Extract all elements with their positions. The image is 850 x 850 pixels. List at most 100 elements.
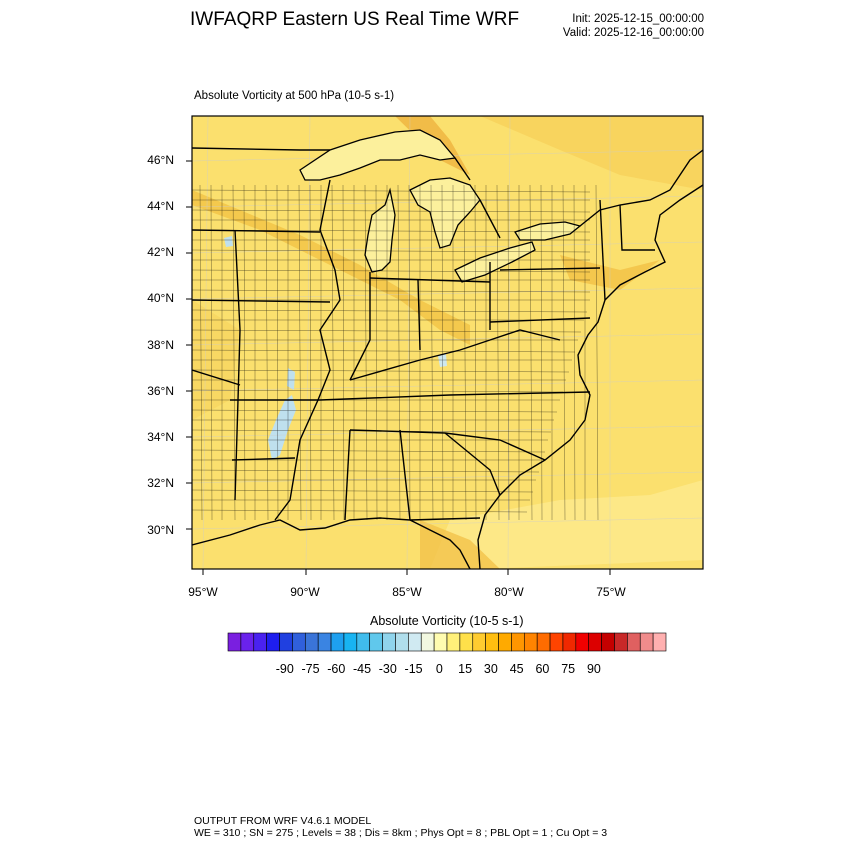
colorbar-swatch <box>511 632 525 652</box>
state-line <box>417 279 421 351</box>
colorbar-label: 0 <box>435 662 443 676</box>
colorbar-label: 45 <box>509 662 524 676</box>
negative-vorticity-patch <box>287 368 295 390</box>
lon-label: 90°W <box>290 585 320 599</box>
state-boundaries <box>192 147 703 569</box>
state-line <box>499 267 601 271</box>
lon-label: 80°W <box>494 585 524 599</box>
vorticity-patch-atlantic <box>430 480 703 569</box>
county-boundaries <box>192 184 599 521</box>
state-line <box>192 369 241 386</box>
vorticity-patch-florida <box>420 520 500 569</box>
state-line <box>234 229 241 501</box>
county-line <box>529 184 533 521</box>
county-line <box>232 184 236 521</box>
colorbar-swatch <box>317 632 332 652</box>
colorbar-label: 60 <box>535 662 550 676</box>
colorbar-swatch <box>433 632 448 652</box>
great-lakes <box>299 129 582 283</box>
county-line <box>463 184 467 521</box>
county-line <box>375 184 378 521</box>
county-line <box>408 184 411 521</box>
colorbar <box>227 632 667 652</box>
county-line <box>331 184 335 521</box>
lat-label: 42°N <box>147 245 174 259</box>
colorbar-swatch <box>420 632 435 652</box>
colorbar-swatch <box>575 632 590 652</box>
colorbar-swatch <box>627 632 641 652</box>
county-line <box>441 184 444 521</box>
colorbar-label: -60 <box>327 662 346 676</box>
state-line <box>599 199 606 301</box>
lon-label: 85°W <box>392 585 422 599</box>
lat-label: 32°N <box>147 476 174 490</box>
county-line <box>474 184 477 521</box>
atlantic-coastline <box>477 184 703 569</box>
lat-label: 34°N <box>147 430 174 444</box>
lake-huron <box>409 177 481 249</box>
county-line <box>192 449 546 453</box>
state-line <box>409 517 481 521</box>
field-title: Absolute Vorticity at 500 hPa (10-5 s-1) <box>194 90 395 102</box>
colorbar-swatch <box>639 632 654 652</box>
county-line <box>298 184 302 521</box>
valid-time: Valid: 2025-12-16_00:00:00 <box>562 27 704 39</box>
county-line <box>540 184 543 521</box>
colorbar-label: -75 <box>301 662 320 676</box>
colorbar-label: 75 <box>561 662 576 676</box>
state-line <box>192 229 321 233</box>
state-line <box>344 429 351 521</box>
colorbar-swatch <box>266 632 280 652</box>
negative-vorticity-patch <box>268 395 296 460</box>
state-line <box>444 432 501 496</box>
county-line <box>265 184 269 521</box>
colorbar-label: 90 <box>586 662 601 676</box>
colorbar-swatch <box>485 632 499 652</box>
lat-label: 44°N <box>147 199 174 213</box>
lat-label: 40°N <box>147 291 174 305</box>
county-line <box>243 184 246 521</box>
county-line <box>192 249 591 253</box>
init-time: Init: 2025-12-15_00:00:00 <box>572 13 704 25</box>
state-line <box>349 272 371 381</box>
mississippi-river <box>274 179 341 521</box>
colorbar-swatch <box>330 632 345 652</box>
county-line <box>192 289 591 293</box>
lon-label: 95°W <box>188 585 218 599</box>
state-line <box>231 457 296 461</box>
colorbar-label: 15 <box>458 662 473 676</box>
state-line <box>619 204 655 251</box>
county-line <box>192 269 591 273</box>
state-line <box>489 317 591 323</box>
state-line <box>192 299 331 303</box>
colorbar-label: -90 <box>275 662 294 676</box>
colorbar-swatch <box>382 632 396 652</box>
lake-erie <box>454 241 536 283</box>
state-line <box>399 429 411 521</box>
colorbar-swatch <box>395 632 409 652</box>
colorbar-swatch <box>459 632 474 652</box>
county-line <box>276 184 279 521</box>
county-line <box>192 469 540 473</box>
colorbar-swatch <box>408 632 422 652</box>
colorbar-label: -30 <box>378 662 397 676</box>
county-line <box>397 184 401 521</box>
state-line <box>319 391 591 401</box>
canada-border <box>192 147 703 239</box>
state-line <box>349 429 546 461</box>
colorbar-swatch <box>356 632 371 652</box>
county-line <box>192 389 564 393</box>
colorbar-swatch <box>369 632 383 652</box>
county-line <box>562 184 566 521</box>
colorbar-swatch <box>498 632 512 652</box>
county-line <box>573 184 576 521</box>
county-line <box>342 184 345 521</box>
axis-ticks <box>186 160 611 575</box>
colorbar-swatch <box>279 632 293 652</box>
county-line <box>192 229 591 233</box>
county-line <box>496 184 500 521</box>
lat-label: 36°N <box>147 384 174 398</box>
colorbar-swatch <box>240 632 255 652</box>
footer-model: OUTPUT FROM WRF V4.6.1 MODEL <box>194 815 372 827</box>
